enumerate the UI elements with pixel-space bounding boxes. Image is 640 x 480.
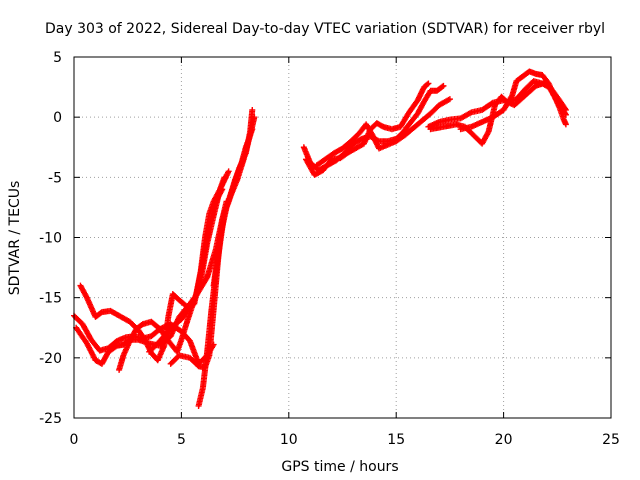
series-pass-e (146, 168, 232, 355)
y-tick-label: -20 (39, 351, 62, 367)
y-tick-label: -25 (39, 411, 62, 427)
y-tick-label: -15 (39, 291, 62, 307)
series-pass-n (457, 68, 569, 133)
data-point (562, 121, 569, 128)
data-point (446, 96, 453, 103)
x-tick-label: 20 (495, 432, 513, 448)
data-point (562, 106, 569, 113)
x-tick-label: 15 (387, 432, 405, 448)
data-point (562, 105, 569, 112)
y-tick-label: 5 (53, 50, 62, 66)
data-point (424, 81, 431, 88)
series-pass-h (210, 106, 256, 289)
data-point (440, 82, 447, 89)
data-point (439, 83, 446, 90)
y-tick-label: -5 (48, 170, 62, 186)
data-markers (71, 68, 569, 409)
y-tick-label: 0 (53, 110, 62, 126)
grid (74, 57, 611, 418)
axis-ticks: 0 5 10 15 20 25 -25 -20 -15 -10 -5 0 5 (39, 50, 620, 448)
series-pass-k (313, 96, 453, 169)
x-axis-label: GPS time / hours (281, 459, 398, 475)
data-point (249, 106, 256, 113)
y-axis-label: SDTVAR / TECUs (7, 181, 23, 296)
x-tick-label: 25 (602, 432, 620, 448)
x-tick-label: 5 (177, 432, 186, 448)
x-tick-label: 0 (70, 432, 79, 448)
data-point (425, 80, 432, 87)
chart-title: Day 303 of 2022, Sidereal Day-to-day VTE… (45, 21, 605, 37)
series-pass-j (302, 80, 432, 178)
data-point (379, 123, 386, 130)
x-tick-label: 10 (280, 432, 298, 448)
y-tick-label: -10 (39, 231, 62, 247)
data-point (225, 168, 232, 175)
data-point (203, 275, 210, 282)
